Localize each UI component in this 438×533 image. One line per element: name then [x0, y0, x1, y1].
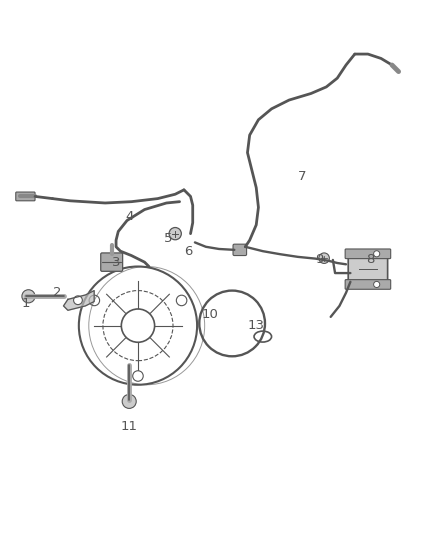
Circle shape	[177, 295, 187, 306]
Text: 8: 8	[366, 253, 374, 266]
Circle shape	[89, 295, 99, 306]
Text: 9: 9	[315, 253, 324, 266]
FancyBboxPatch shape	[16, 192, 35, 201]
Text: 4: 4	[125, 209, 134, 223]
Circle shape	[169, 228, 181, 240]
Text: 13: 13	[248, 319, 265, 332]
Circle shape	[319, 253, 329, 263]
Text: 11: 11	[121, 420, 138, 433]
FancyBboxPatch shape	[345, 249, 391, 259]
Text: 1: 1	[22, 297, 31, 310]
FancyBboxPatch shape	[101, 253, 123, 271]
Text: 5: 5	[164, 231, 173, 245]
FancyBboxPatch shape	[233, 244, 247, 255]
Circle shape	[374, 281, 380, 287]
Circle shape	[74, 296, 82, 304]
FancyBboxPatch shape	[348, 253, 388, 284]
Circle shape	[374, 251, 380, 257]
Text: 10: 10	[202, 308, 219, 321]
Text: 2: 2	[53, 286, 61, 300]
Circle shape	[133, 371, 143, 381]
FancyBboxPatch shape	[345, 280, 391, 289]
Text: 3: 3	[112, 256, 120, 269]
Text: 7: 7	[298, 170, 307, 183]
Polygon shape	[64, 290, 94, 310]
Text: 6: 6	[184, 245, 193, 257]
Circle shape	[122, 394, 136, 408]
Circle shape	[22, 290, 35, 303]
